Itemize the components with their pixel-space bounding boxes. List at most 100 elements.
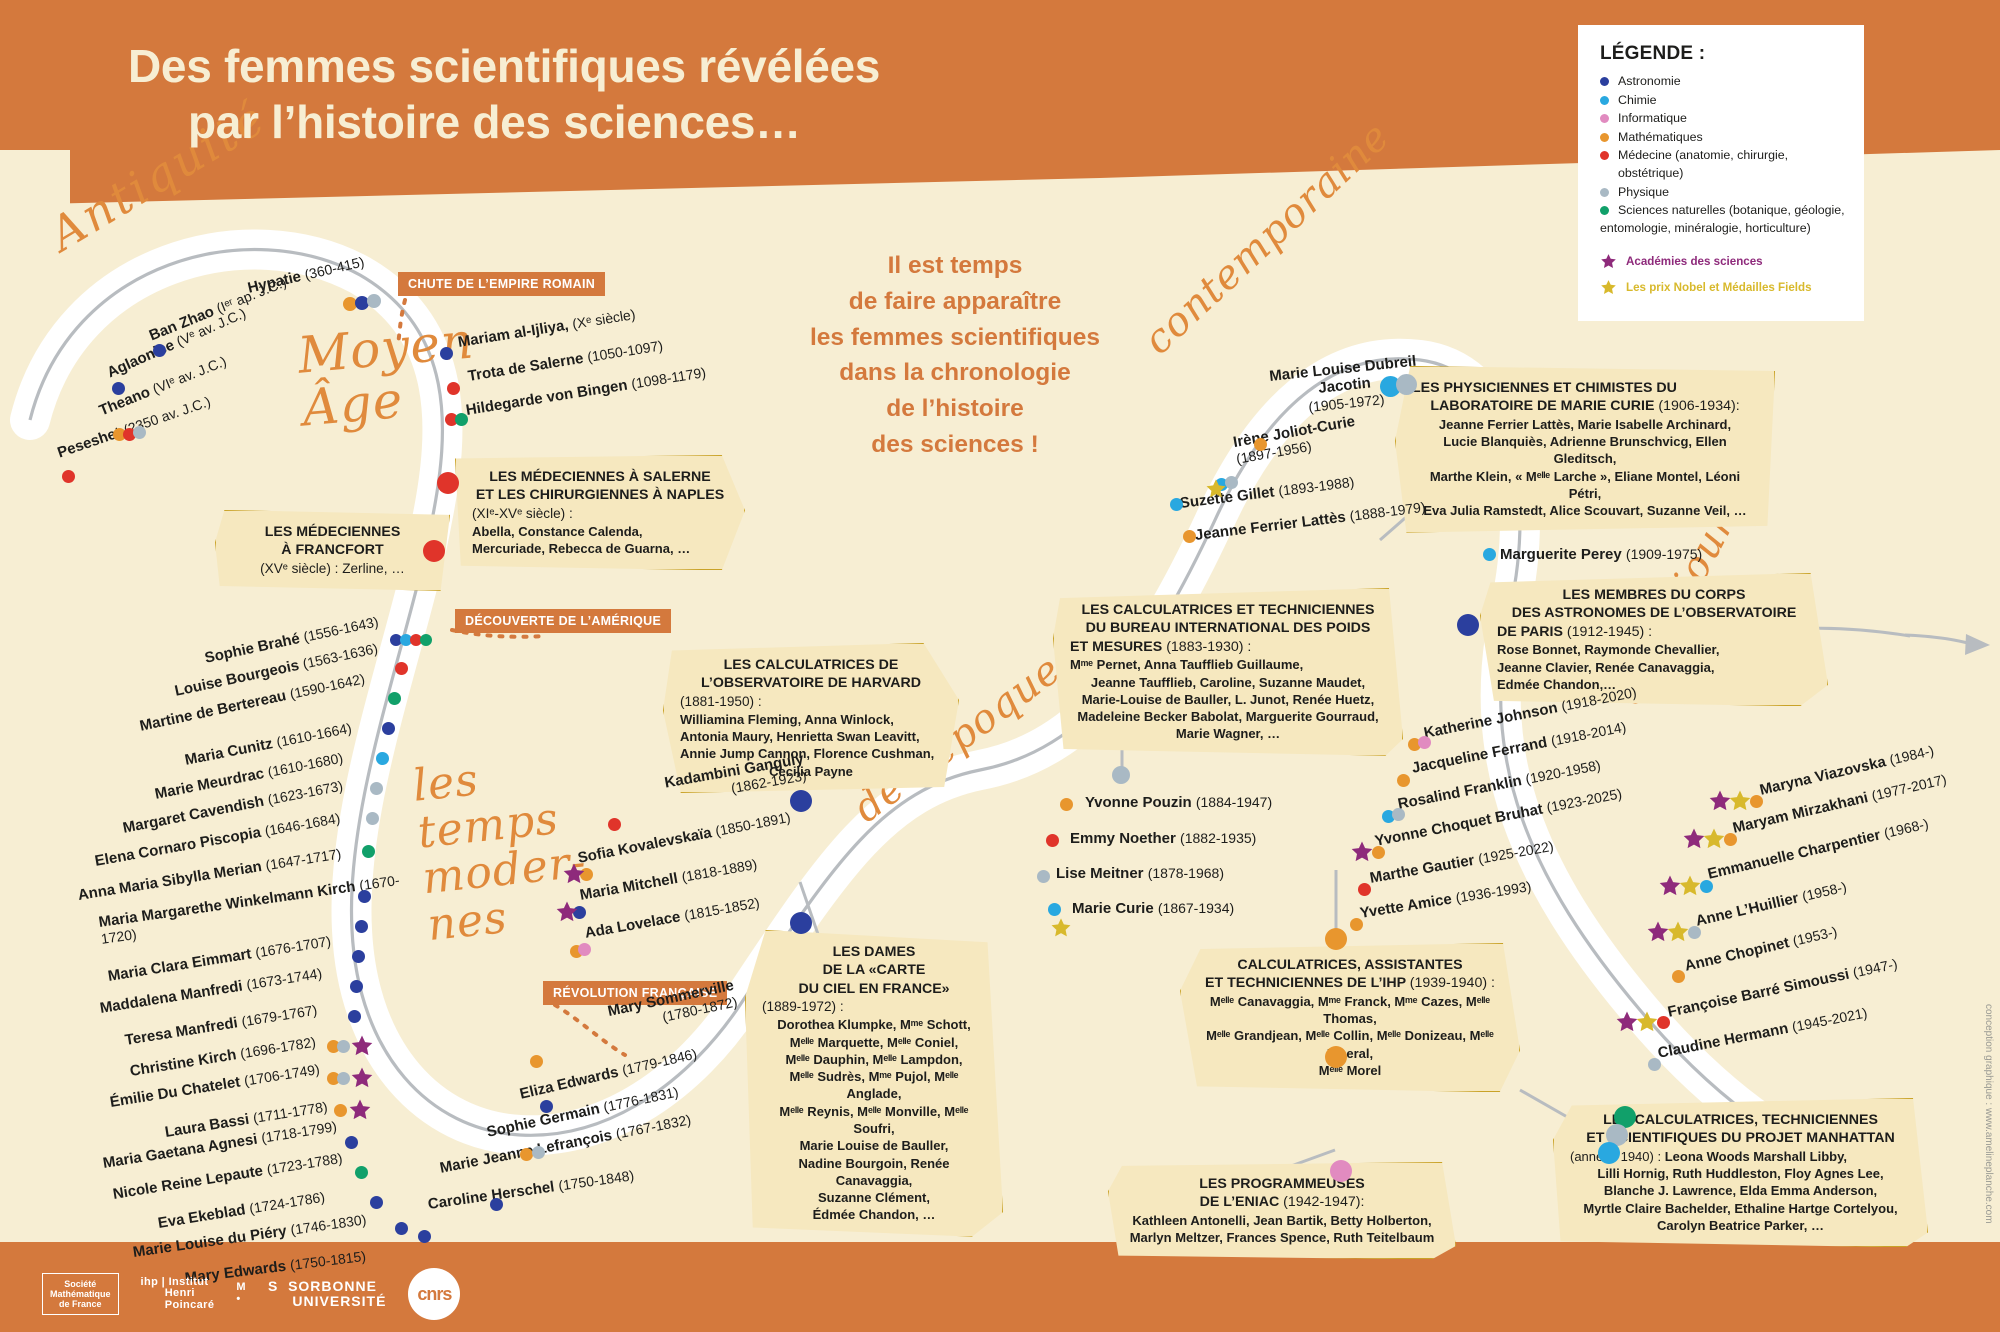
- person-marguerite-perey: Marguerite Perey (1909-1975): [1500, 546, 1702, 563]
- star-icon-academie: [350, 1066, 374, 1090]
- box-dames-names-6: Marie Louise de Bauller,: [799, 1138, 949, 1154]
- marker-astronomie: [112, 382, 125, 395]
- marker-mathematiques: [1408, 738, 1421, 751]
- legend-item-physique: Physique: [1600, 184, 1848, 202]
- legend-dot-medecine: [1600, 151, 1609, 161]
- center-message-line-2: de faire apparaître: [848, 287, 1062, 315]
- box-harvard-names-4: Cecilia Payne: [769, 763, 853, 779]
- marker-chimie: [400, 634, 412, 646]
- box-curie-names-2: Lucie Blanquiès, Adrienne Brunschvicg, E…: [1443, 434, 1727, 467]
- legend-label-informatique: Informatique: [1618, 111, 1687, 126]
- marker-informatique: [1418, 736, 1431, 749]
- marker-astronomie: [382, 722, 395, 735]
- box-ihp-title-2: ET TECHNICIENNES DE L’IHP (1939-1940) :: [1197, 974, 1503, 992]
- legend-item-mathematiques: Mathématiques: [1600, 129, 1848, 147]
- box-eniac-names-1: Kathleen Antonelli, Jean Bartik, Betty H…: [1132, 1212, 1432, 1228]
- center-message-line-1: Il est temps: [887, 252, 1023, 279]
- person-marie-curie: Marie Curie (1867-1934): [1072, 900, 1234, 917]
- marker-sciences-naturelles: [355, 1166, 368, 1179]
- title-line-1: Des femmes scientifiques révélées: [128, 40, 881, 92]
- legend-award-academies: Académies des sciences: [1600, 253, 1848, 270]
- box-salerne-title-1: LES MÉDECIENNES À SALERNE: [489, 469, 711, 485]
- marker-astronomie: [790, 790, 812, 812]
- box-ihp-names-1: Mᵉˡˡᵉ Canavaggia, Mᵐᵉ Franck, Mᵐᵉ Cazes,…: [1209, 993, 1491, 1027]
- star-icon-academie: [1646, 920, 1670, 944]
- marker-mathematiques: [1672, 970, 1685, 983]
- marker-mathematiques: [113, 428, 126, 441]
- marker-chimie: [1048, 903, 1061, 916]
- title-line-2: par l’histoire des sciences…: [188, 96, 801, 149]
- star-icon-academies: [1600, 253, 1617, 270]
- info-box-medeciennes-francfort: LES MÉDECIENNES À FRANCFORT (XVᵉ siècle)…: [215, 510, 450, 591]
- marker-medecine: [1657, 1016, 1670, 1029]
- marker-informatique: [578, 943, 591, 956]
- marker-mathematiques: [520, 1148, 533, 1161]
- person-name: Yvonne Pouzin: [1085, 794, 1192, 811]
- legend-award-label-nobel: Les prix Nobel et Médailles Fields: [1626, 281, 1812, 295]
- marker-mathematiques: [343, 297, 357, 311]
- legend-dot-physique: [1600, 187, 1609, 197]
- event-tag-decouverte-amerique: DÉCOUVERTE DE L’AMÉRIQUE: [455, 609, 672, 633]
- legend-panel: LÉGENDE : Astronomie Chimie Informatique…: [1578, 25, 1864, 322]
- box-bipm-title-3-text: ET MESURES: [1070, 638, 1163, 655]
- marker-medecine: [423, 540, 445, 562]
- legend-list: Astronomie Chimie Informatique Mathémati…: [1600, 73, 1848, 237]
- box-salerne-names-2: Mercuriade, Rebecca de Guarna, …: [472, 541, 691, 557]
- marker-mathematiques: [1750, 795, 1763, 808]
- legend-dot-chimie: [1600, 95, 1609, 105]
- box-eniac-period: (1942-1947):: [1283, 1194, 1365, 1211]
- legend-label-sciences-naturelles-cont: entomologie, minéralogie, horticulture): [1600, 220, 1811, 235]
- marker-chimie: [1483, 548, 1496, 561]
- marker-medecine: [395, 662, 408, 675]
- box-manhattan-period-line: (années 1940) : Leona Woods Marshall Lib…: [1570, 1148, 1911, 1165]
- star-icon-nobel: [1205, 478, 1227, 500]
- marker-medecine: [123, 428, 136, 441]
- star-icon-academie: [1350, 840, 1374, 864]
- box-curie-title-1: LES PHYSICIENNES ET CHIMISTES DU: [1412, 380, 1677, 396]
- info-box-dames-carte-du-ciel: LES DAMES DE LA «CARTE DU CIEL EN FRANCE…: [745, 930, 1003, 1237]
- box-manhattan-names-5: Carolyn Beatrice Parker, …: [1657, 1218, 1824, 1234]
- person-yvonne-pouzin: Yvonne Pouzin (1884-1947): [1085, 794, 1272, 811]
- sorbonne-logo: S SORBONNE UNIVERSITÉ: [267, 1278, 387, 1309]
- legend-item-astronomie: Astronomie: [1600, 73, 1848, 91]
- legend-item-chimie: Chimie: [1600, 92, 1848, 110]
- box-bipm-names-2: Jeanne Taufflieb, Caroline, Suzanne Maud…: [1090, 674, 1366, 690]
- star-icon-nobel: [1635, 1010, 1659, 1034]
- legend-label-astronomie: Astronomie: [1618, 74, 1681, 88]
- event-tag-revolution-francaise: RÉVOLUTION FRANÇAISE: [543, 981, 728, 1005]
- box-dames-title-3: DU CIEL EN FRANCE»: [798, 980, 950, 997]
- person-name: Marie Curie: [1072, 900, 1154, 917]
- person-years: (1909-1975): [1625, 546, 1703, 562]
- marker-physique: [367, 294, 381, 308]
- marker-physique: [1037, 870, 1050, 883]
- star-icon-nobel: [1702, 827, 1726, 851]
- box-bipm-period: (1883-1930) :: [1166, 638, 1252, 655]
- marker-astronomie: [790, 912, 812, 934]
- marker-physique: [1396, 374, 1417, 395]
- star-icon-nobel: [1050, 917, 1072, 939]
- box-eniac-title-2: DE L’ENIAC (1942-1947):: [1125, 1193, 1439, 1211]
- marker-mathematiques: [1350, 918, 1363, 931]
- info-box-calculatrices-harvard: LES CALCULATRICES DE L’OBSERVATOIRE DE H…: [663, 643, 959, 793]
- marker-chimie: [1380, 376, 1401, 397]
- box-salerne-names-1: Abella, Constance Calenda,: [472, 523, 643, 539]
- box-bipm-names-3: Marie-Louise de Bauller, L. Junot, Renée…: [1081, 691, 1375, 707]
- legend-item-sciences-naturelles: Sciences naturelles (botanique, géologie…: [1600, 202, 1848, 237]
- legend-dot-astronomie: [1600, 77, 1609, 86]
- marker-sciences-naturelles: [420, 634, 432, 646]
- marker-chimie: [1170, 498, 1183, 511]
- person-lise-meitner: Lise Meitner (1878-1968): [1056, 865, 1224, 882]
- footer-logos: Société Mathématique de France ihp | Insti…: [42, 1268, 461, 1320]
- marker-astronomie: [440, 347, 453, 360]
- marker-physique: [1606, 1124, 1628, 1146]
- box-harvard-title-1: LES CALCULATRICES DE: [723, 657, 899, 673]
- info-box-ihp: CALCULATRICES, ASSISTANTES ET TECHNICIEN…: [1180, 943, 1520, 1093]
- legend-awards: Académies des sciences Les prix Nobel et…: [1600, 253, 1848, 296]
- star-icon-academie: [1658, 874, 1682, 898]
- logo-partner-1: Société Mathématique de France: [42, 1272, 119, 1316]
- box-harvard-period: (1881-1950) :: [680, 693, 762, 709]
- star-icon-academie: [1682, 827, 1706, 851]
- box-ihp-names-2: Mᵉˡˡᵉ Grandjean, Mᵉˡˡᵉ Collin, Mᵉˡˡᵉ Don…: [1206, 1028, 1494, 1061]
- box-dames-period: (1889-1972) :: [762, 999, 844, 1015]
- marker-medecine: [608, 818, 621, 831]
